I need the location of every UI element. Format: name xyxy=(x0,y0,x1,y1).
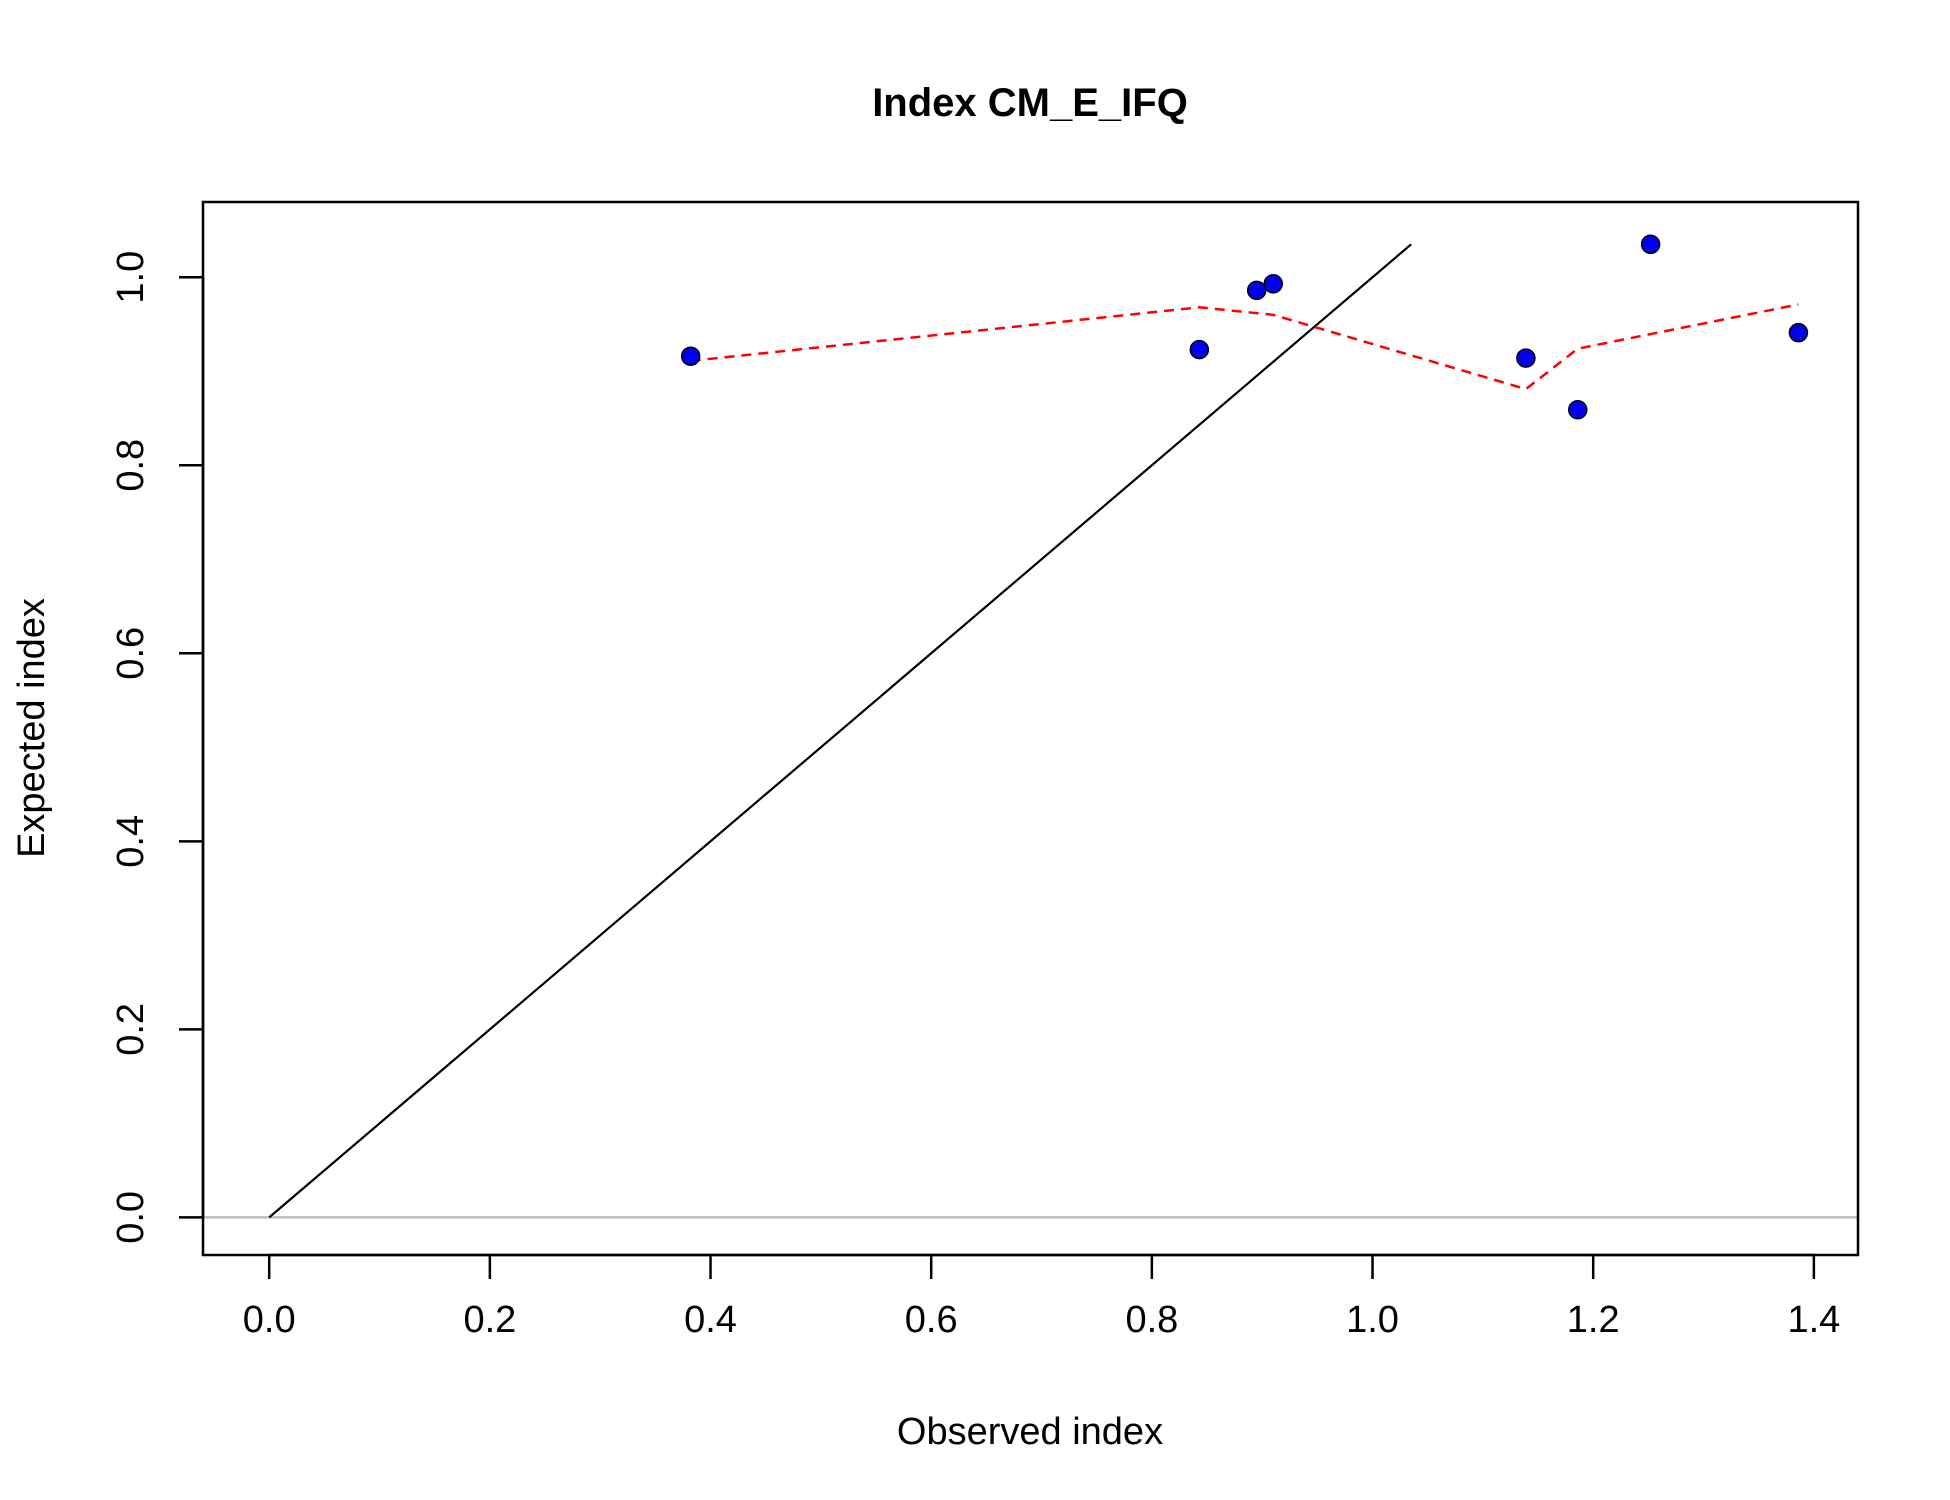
y-tick-label: 0.4 xyxy=(110,815,152,868)
x-axis-label: Observed index xyxy=(897,1411,1163,1453)
x-axis: 0.0 0.2 0.4 0.6 0.8 1.0 1.2 1.4 xyxy=(243,1253,1840,1341)
y-tick-label: 0.0 xyxy=(110,1191,152,1244)
x-tick-label: 0.8 xyxy=(1125,1299,1178,1341)
x-tick-label: 1.2 xyxy=(1567,1299,1620,1341)
y-axis: 0.0 0.2 0.4 0.6 0.8 1.0 xyxy=(110,251,205,1244)
x-tick-label: 0.6 xyxy=(905,1299,958,1341)
x-tick-label: 1.0 xyxy=(1346,1299,1399,1341)
data-point xyxy=(1263,274,1283,294)
x-tick-label: 0.4 xyxy=(684,1299,737,1341)
x-tick-label: 1.4 xyxy=(1787,1299,1840,1341)
plot-area xyxy=(203,234,1858,1219)
data-point xyxy=(1640,234,1661,255)
data-point xyxy=(1568,400,1588,420)
data-point xyxy=(1246,280,1267,301)
data-point xyxy=(1189,339,1210,360)
y-tick-label: 0.2 xyxy=(110,1003,152,1056)
x-tick-label: 0.2 xyxy=(463,1299,516,1341)
data-point xyxy=(1516,348,1536,368)
trend-line xyxy=(690,303,1799,391)
y-tick-label: 1.0 xyxy=(110,251,152,304)
plot-frame xyxy=(201,200,1860,1257)
data-point xyxy=(1788,322,1809,343)
y-tick-label: 0.6 xyxy=(110,627,152,680)
chart-title: Index CM_E_IFQ xyxy=(872,81,1188,125)
y-tick-label: 0.8 xyxy=(110,439,152,492)
identity-line xyxy=(268,243,1412,1219)
y-axis-label: Expected index xyxy=(11,598,53,858)
data-point xyxy=(680,346,701,366)
x-tick-label: 0.0 xyxy=(243,1299,296,1341)
